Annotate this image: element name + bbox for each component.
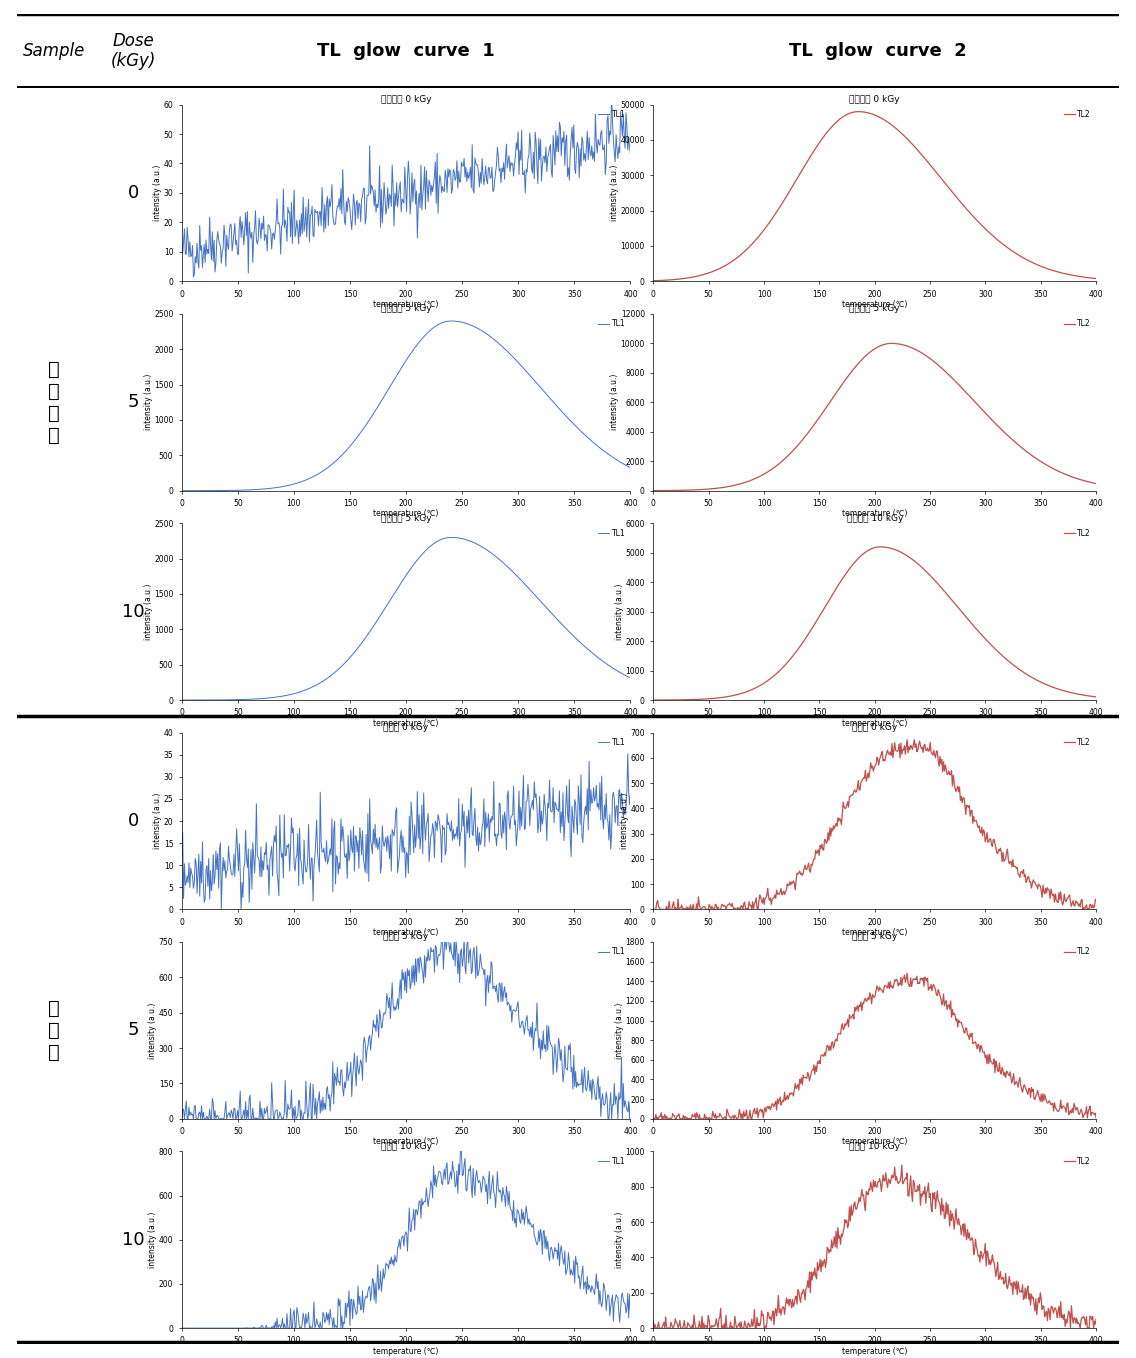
Legend: TL2: TL2 xyxy=(1062,736,1093,748)
X-axis label: temperature (℃): temperature (℃) xyxy=(842,928,908,937)
Text: 가
루
녹
차: 가 루 녹 차 xyxy=(48,360,60,445)
Title: 가루녹차 5 kGy: 가루녹차 5 kGy xyxy=(381,513,432,523)
Y-axis label: intensity (a.u.): intensity (a.u.) xyxy=(143,584,152,640)
Text: TL  glow  curve  1: TL glow curve 1 xyxy=(317,42,495,60)
Title: 생강차 5 kGy: 생강차 5 kGy xyxy=(384,932,428,941)
Text: 5: 5 xyxy=(127,394,140,411)
Title: 가루녹차 10 kGy: 가루녹차 10 kGy xyxy=(846,513,903,523)
Y-axis label: intensity (a.u.): intensity (a.u.) xyxy=(143,373,152,430)
Title: 생강차 0 kGy: 생강차 0 kGy xyxy=(384,722,428,732)
Y-axis label: intensity (a.u.): intensity (a.u.) xyxy=(153,793,162,849)
X-axis label: temperature (℃): temperature (℃) xyxy=(374,1138,438,1146)
Title: 생강차 0 kGy: 생강차 0 kGy xyxy=(852,722,897,732)
X-axis label: temperature (℃): temperature (℃) xyxy=(842,1138,908,1146)
Text: TL  glow  curve  2: TL glow curve 2 xyxy=(788,42,967,60)
X-axis label: temperature (℃): temperature (℃) xyxy=(842,300,908,310)
Text: 10: 10 xyxy=(123,603,144,621)
X-axis label: temperature (℃): temperature (℃) xyxy=(374,509,438,519)
Title: 가루녹차 0 kGy: 가루녹차 0 kGy xyxy=(850,95,900,103)
Legend: TL2: TL2 xyxy=(1062,527,1093,539)
Y-axis label: intensity (a.u.): intensity (a.u.) xyxy=(615,1002,624,1059)
Text: 5: 5 xyxy=(127,1021,140,1039)
Title: 가루녹차 5 kGy: 가루녹차 5 kGy xyxy=(850,304,900,314)
Legend: TL2: TL2 xyxy=(1062,109,1093,121)
X-axis label: temperature (℃): temperature (℃) xyxy=(374,718,438,728)
Title: 생강차 5 kGy: 생강차 5 kGy xyxy=(852,932,897,941)
Legend: TL2: TL2 xyxy=(1062,318,1093,330)
X-axis label: temperature (℃): temperature (℃) xyxy=(842,718,908,728)
Legend: TL1: TL1 xyxy=(596,1156,627,1168)
Legend: TL1: TL1 xyxy=(596,945,627,957)
Title: 생강차 10 kGy: 생강차 10 kGy xyxy=(381,1142,432,1150)
Y-axis label: intensity (a.u.): intensity (a.u.) xyxy=(149,1002,158,1059)
Y-axis label: intensity (a.u.): intensity (a.u.) xyxy=(615,584,624,640)
Y-axis label: intensity (a.u.): intensity (a.u.) xyxy=(620,793,629,849)
Legend: TL1: TL1 xyxy=(596,736,627,748)
Legend: TL1: TL1 xyxy=(596,109,627,121)
X-axis label: temperature (℃): temperature (℃) xyxy=(842,509,908,519)
Y-axis label: intensity (a.u.): intensity (a.u.) xyxy=(615,1211,624,1268)
X-axis label: temperature (℃): temperature (℃) xyxy=(374,928,438,937)
Text: 생
강
차: 생 강 차 xyxy=(48,999,60,1062)
Y-axis label: intensity (a.u.): intensity (a.u.) xyxy=(610,164,619,221)
Text: 0: 0 xyxy=(128,812,139,830)
Text: 0: 0 xyxy=(128,183,139,202)
X-axis label: temperature (℃): temperature (℃) xyxy=(374,300,438,310)
Title: 가루녹차 5 kGy: 가루녹차 5 kGy xyxy=(381,304,432,314)
Legend: TL1: TL1 xyxy=(596,527,627,539)
Text: 10: 10 xyxy=(123,1230,144,1249)
X-axis label: temperature (℃): temperature (℃) xyxy=(374,1347,438,1355)
Legend: TL2: TL2 xyxy=(1062,1156,1093,1168)
X-axis label: temperature (℃): temperature (℃) xyxy=(842,1347,908,1355)
Title: 가루녹차 0 kGy: 가루녹차 0 kGy xyxy=(381,95,432,103)
Y-axis label: intensity (a.u.): intensity (a.u.) xyxy=(153,164,162,221)
Legend: TL2: TL2 xyxy=(1062,945,1093,957)
Y-axis label: intensity (a.u.): intensity (a.u.) xyxy=(149,1211,158,1268)
Y-axis label: intensity (a.u.): intensity (a.u.) xyxy=(610,373,619,430)
Legend: TL1: TL1 xyxy=(596,318,627,330)
Text: Dose
(kGy): Dose (kGy) xyxy=(111,31,156,71)
Title: 생강차 10 kGy: 생강차 10 kGy xyxy=(850,1142,900,1150)
Text: Sample: Sample xyxy=(23,42,85,60)
